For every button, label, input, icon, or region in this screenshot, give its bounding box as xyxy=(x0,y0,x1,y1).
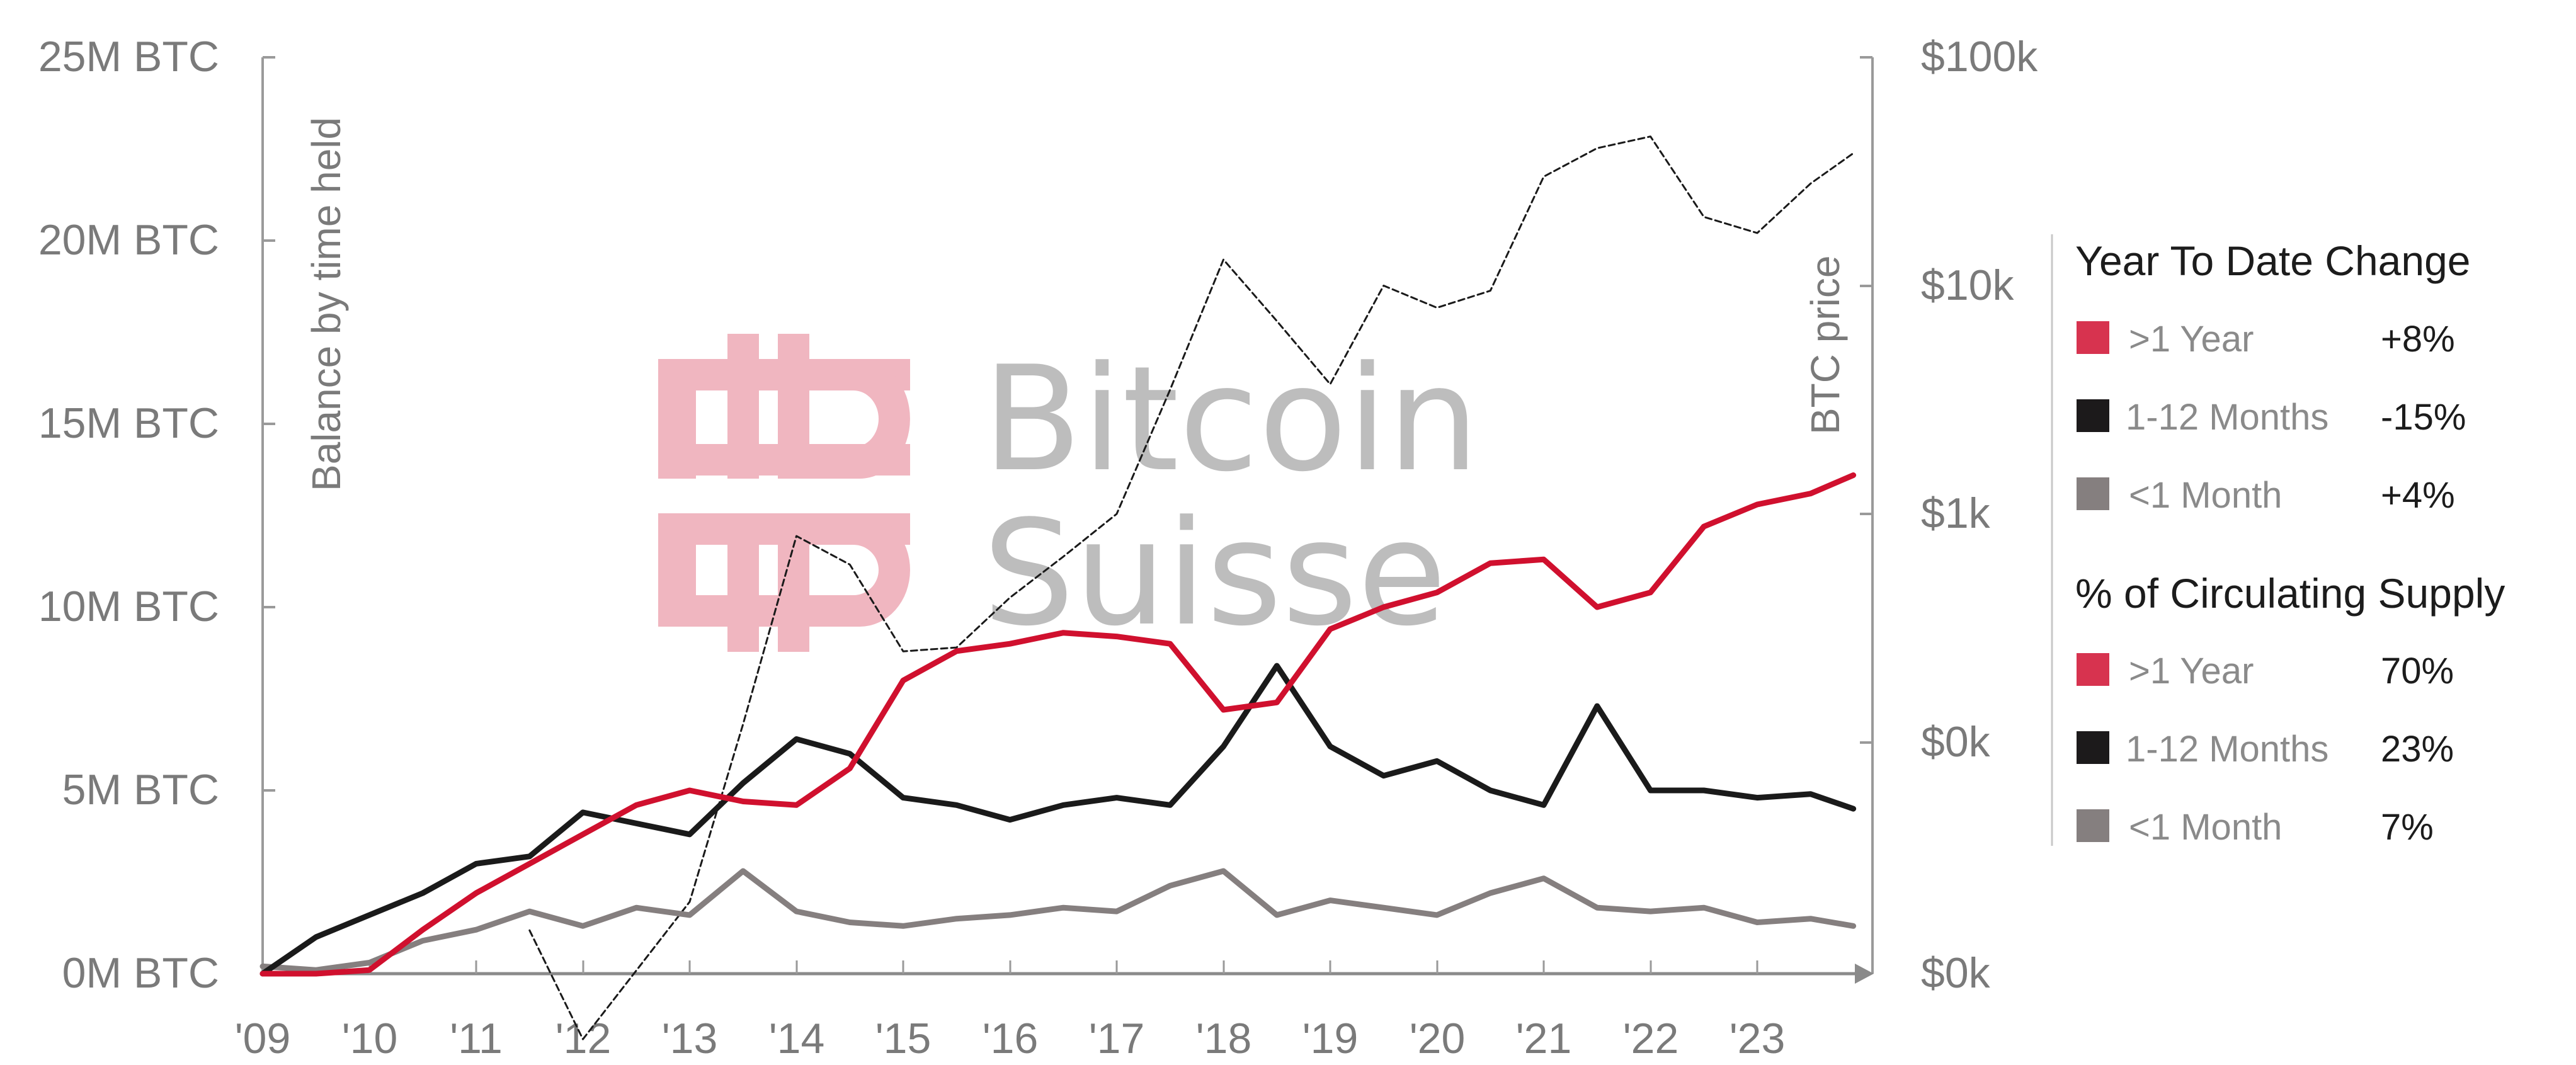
bitcoin-suisse-watermark: Bitcoin Suisse xyxy=(658,334,1479,658)
legend-swatch-under-1-month xyxy=(2077,809,2109,842)
legend-swatch-1-12-months xyxy=(2077,399,2109,432)
left-y-axis xyxy=(261,56,275,974)
legend-value: 23% xyxy=(2381,729,2454,770)
legend-swatch-over-1-year xyxy=(2077,321,2109,354)
legend-label: 1-12 Months xyxy=(2126,397,2328,438)
x-tick: '15 xyxy=(875,1015,932,1062)
y-right-tick: $100k xyxy=(1921,33,2038,81)
y-right-tick: $0k xyxy=(1921,949,1991,997)
bitcoin-suisse-logo-icon xyxy=(658,334,910,652)
right-y-tick-labels: $100k $10k $1k $0k $0k xyxy=(1921,33,2038,997)
x-tick: '23 xyxy=(1730,1015,1786,1062)
legend-swatch-1-12-months xyxy=(2077,731,2109,764)
x-tick: '10 xyxy=(342,1015,398,1062)
x-tick: '09 xyxy=(235,1015,291,1062)
x-axis-ticks xyxy=(261,960,1758,974)
x-axis-arrow-icon xyxy=(1855,964,1874,984)
series-layer xyxy=(259,135,1857,1040)
left-y-tick-labels: 25M BTC 20M BTC 15M BTC 10M BTC 5M BTC 0… xyxy=(38,33,219,997)
x-tick: '22 xyxy=(1623,1015,1679,1062)
legend-label: <1 Month xyxy=(2129,475,2282,516)
y-left-tick: 10M BTC xyxy=(38,583,219,630)
x-tick: '19 xyxy=(1302,1015,1359,1062)
right-axis-title: BTC price xyxy=(1803,256,1848,435)
legend-value: 7% xyxy=(2381,807,2434,848)
right-y-axis xyxy=(1860,56,1874,974)
y-left-tick: 5M BTC xyxy=(62,766,219,814)
x-tick: '14 xyxy=(769,1015,825,1062)
y-left-tick: 20M BTC xyxy=(38,216,219,264)
legend-value: +8% xyxy=(2381,319,2455,360)
legend-label: >1 Year xyxy=(2129,651,2254,692)
legend-value: 70% xyxy=(2381,651,2454,692)
legend-supply-title: % of Circulating Supply xyxy=(2075,570,2505,617)
x-tick: '18 xyxy=(1196,1015,1252,1062)
x-tick: '20 xyxy=(1410,1015,1466,1062)
y-right-tick: $1k xyxy=(1921,489,1991,537)
legend: Year To Date Change >1 Year +8% 1-12 Mon… xyxy=(2051,234,2505,848)
series-line--1-year xyxy=(259,472,1857,977)
legend-value: -15% xyxy=(2381,397,2466,438)
legend-swatch-under-1-month xyxy=(2077,477,2109,510)
legend-label: 1-12 Months xyxy=(2126,729,2328,770)
x-tick: '11 xyxy=(450,1015,503,1062)
x-tick-labels: '09 '10 '11 '12 '13 '14 '15 '16 '17 '18 … xyxy=(235,1015,1786,1062)
series-line-btc-price xyxy=(528,135,1855,1040)
series-line--1-month xyxy=(259,868,1857,973)
y-left-tick: 15M BTC xyxy=(38,399,219,447)
y-left-tick: 25M BTC xyxy=(38,33,219,81)
legend-label: >1 Year xyxy=(2129,319,2254,360)
watermark-text-suisse: Suisse xyxy=(983,490,1447,658)
x-tick: '21 xyxy=(1516,1015,1572,1062)
x-tick: '16 xyxy=(983,1015,1039,1062)
x-tick: '13 xyxy=(662,1015,718,1062)
legend-swatch-over-1-year xyxy=(2077,653,2109,686)
legend-label: <1 Month xyxy=(2129,807,2282,848)
x-tick: '17 xyxy=(1089,1015,1145,1062)
y-right-tick: $0k xyxy=(1921,718,1991,766)
legend-value: +4% xyxy=(2381,475,2455,516)
legend-ytd-title: Year To Date Change xyxy=(2075,237,2470,284)
y-right-tick: $10k xyxy=(1921,261,2014,309)
watermark-text-bitcoin: Bitcoin xyxy=(983,336,1479,504)
left-axis-title: Balance by time held xyxy=(304,117,349,491)
y-left-tick: 0M BTC xyxy=(62,949,219,997)
series-line-1-12-months xyxy=(259,663,1857,977)
